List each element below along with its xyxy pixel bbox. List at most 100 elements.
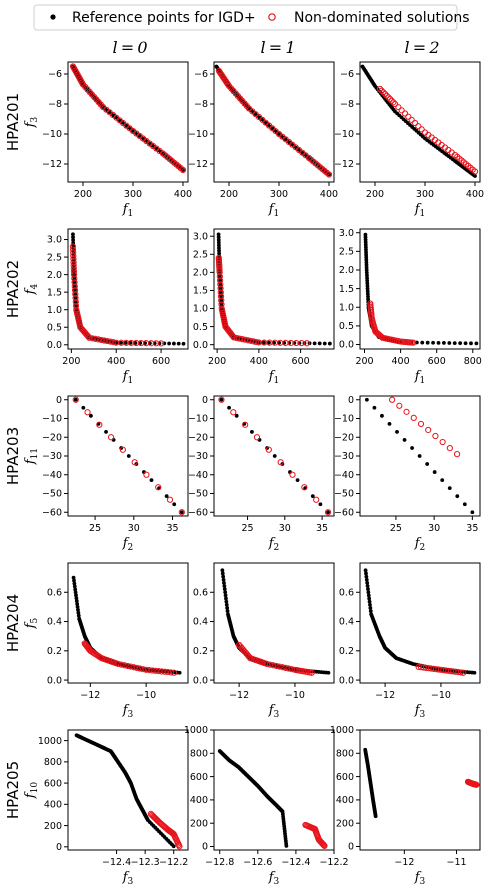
x-axis-label-subscript: 1 (274, 376, 280, 386)
reference-point (366, 590, 371, 595)
x-tick-label: −12.6 (243, 857, 272, 868)
x-tick-label: 600 (292, 356, 310, 367)
y-tick-label: 0.0 (339, 340, 354, 351)
solution-point (143, 471, 150, 478)
solution-point (242, 421, 249, 428)
y-tick-label: 0.4 (193, 617, 208, 628)
solution-point (92, 335, 99, 342)
solution-point (391, 100, 399, 108)
y-tick-label: −6 (194, 69, 208, 80)
reference-point (317, 341, 322, 346)
reference-point (227, 405, 231, 410)
y-tick-label: −20 (188, 432, 208, 443)
reference-point (222, 584, 227, 588)
reference-point (440, 478, 445, 483)
panel-hpa204-col2: −12 −10 0.0 0.2 0.4 0.6 f3 (339, 562, 481, 720)
column-headers: l = 0 l = 1 l = 2 (112, 38, 439, 57)
reference-point (447, 341, 452, 345)
y-tick-label: 1.0 (47, 305, 62, 316)
solution-point (217, 293, 225, 300)
solution-point (250, 338, 257, 345)
x-tick-label: 35 (466, 523, 478, 534)
x-axis-label: f1 (268, 369, 280, 386)
row-title-hpa204: HPA204 (4, 594, 22, 652)
solution-point (241, 336, 249, 343)
solution-point (408, 116, 415, 123)
solution-point (417, 420, 425, 428)
reference-point (425, 462, 430, 466)
reference-point (222, 587, 227, 592)
solution-point (146, 667, 153, 674)
solution-point (85, 333, 92, 340)
x-axis-label: f3 (414, 870, 426, 887)
solution-point (432, 432, 439, 440)
x-tick-label: 600 (428, 356, 446, 367)
solution-point (471, 168, 479, 175)
panel-hpa204-col1: −12 −10 0.0 0.2 0.4 0.6 f3 (193, 562, 335, 720)
column-header-l0: l = 0 (112, 38, 147, 57)
y-tick-label: 800 (190, 749, 208, 760)
y-tick-label: −6 (340, 69, 354, 80)
legend-solutions-marker (268, 13, 276, 21)
solution-point (98, 336, 105, 344)
x-axis-label-subscript: 1 (420, 376, 426, 386)
solution-point (270, 662, 277, 669)
x-axis-label-subscript: 1 (128, 209, 134, 219)
x-axis-label: f3 (122, 870, 134, 887)
legend-reference-marker (50, 14, 56, 20)
reference-point (455, 494, 460, 499)
solution-point (97, 654, 104, 661)
x-axis-label: f3 (268, 703, 280, 720)
solution-point (70, 252, 77, 260)
y-tick-label: −10 (188, 129, 208, 140)
y-tick-label: −10 (334, 129, 354, 140)
y-tick-label: 1.0 (193, 304, 208, 315)
solution-point (110, 339, 117, 346)
reference-point (223, 590, 228, 595)
y-tick-label: 2.0 (339, 265, 354, 276)
x-axis-label: f1 (414, 202, 426, 219)
y-tick-label: 0 (348, 842, 354, 853)
reference-point (119, 340, 123, 345)
y-tick-label: 0.5 (193, 322, 208, 333)
solution-point (164, 669, 171, 676)
reference-point (172, 502, 177, 507)
solution-point (71, 279, 78, 286)
reference-point (217, 251, 222, 256)
x-tick-label: 300 (416, 189, 434, 200)
solution-point (139, 666, 147, 673)
solution-point (216, 269, 223, 276)
y-tick-label: −30 (42, 451, 62, 462)
y-tick-label: 1000 (184, 725, 208, 736)
y-tick-label: 600 (190, 772, 208, 783)
reference-point (73, 587, 78, 592)
y-axis-label-subscript: 5 (30, 617, 40, 623)
reference-point (177, 670, 182, 675)
solution-point (376, 85, 384, 93)
solution-point (233, 334, 240, 342)
solution-point (457, 669, 464, 676)
x-tick-label: −11 (446, 857, 466, 868)
panel-hpa201-col2: 200 300 400 −6 −8 −10 −12 f1 (334, 61, 484, 219)
solution-point (119, 446, 126, 453)
solution-point (303, 340, 310, 347)
reference-point (366, 587, 370, 592)
solution-point (446, 444, 453, 452)
y-tick-label: −40 (42, 470, 62, 481)
solution-point (218, 297, 225, 304)
solution-point (381, 90, 389, 98)
y-tick-label: −6 (48, 69, 62, 80)
reference-point (432, 470, 437, 474)
y-tick-label: 0.4 (47, 617, 62, 628)
reference-point (223, 593, 228, 598)
solution-point (405, 113, 412, 120)
solution-point (263, 660, 271, 668)
panel-hpa203-col0: 25 30 35 0 −10 −20 −30 −40 −50 −60 f2 f11 (23, 395, 189, 553)
reference-point (164, 494, 169, 499)
y-tick-label: 200 (336, 818, 354, 829)
solution-point (439, 438, 446, 446)
reference-point (74, 599, 79, 603)
y-tick-label: 2.5 (193, 250, 208, 261)
solution-point (170, 669, 178, 676)
